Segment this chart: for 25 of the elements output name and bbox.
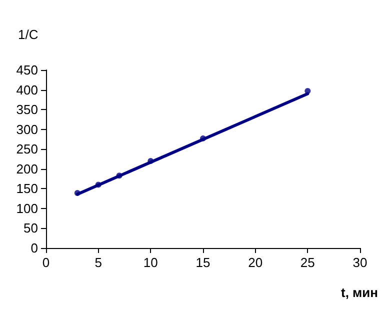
x-tick-label: 30 bbox=[352, 255, 368, 270]
y-tick-label: 250 bbox=[16, 142, 38, 157]
x-axis-title: t, мин bbox=[340, 285, 378, 300]
x-tick-label: 25 bbox=[300, 255, 315, 270]
x-tick-label: 0 bbox=[42, 255, 50, 270]
y-tick-label: 450 bbox=[16, 62, 38, 78]
y-tick-label: 0 bbox=[30, 240, 38, 256]
x-tick-label: 10 bbox=[143, 255, 158, 270]
y-tick-label: 50 bbox=[24, 220, 38, 236]
y-tick-label: 400 bbox=[16, 82, 38, 98]
point bbox=[116, 172, 122, 179]
y-tick-label: 100 bbox=[16, 200, 38, 216]
y-axis-title: 1/C bbox=[18, 27, 38, 42]
x-tick-label: 20 bbox=[248, 255, 263, 270]
y-tick-label: 200 bbox=[16, 161, 38, 176]
x-tick-label: 5 bbox=[94, 255, 102, 270]
point bbox=[74, 190, 80, 196]
point bbox=[304, 88, 311, 94]
point bbox=[148, 158, 154, 164]
y-tick-label: 300 bbox=[16, 122, 38, 137]
point bbox=[95, 182, 102, 188]
y-tick-label: 150 bbox=[16, 181, 38, 196]
x-tick-label: 15 bbox=[196, 255, 210, 270]
y-tick-label: 350 bbox=[16, 102, 38, 118]
point bbox=[200, 135, 206, 142]
